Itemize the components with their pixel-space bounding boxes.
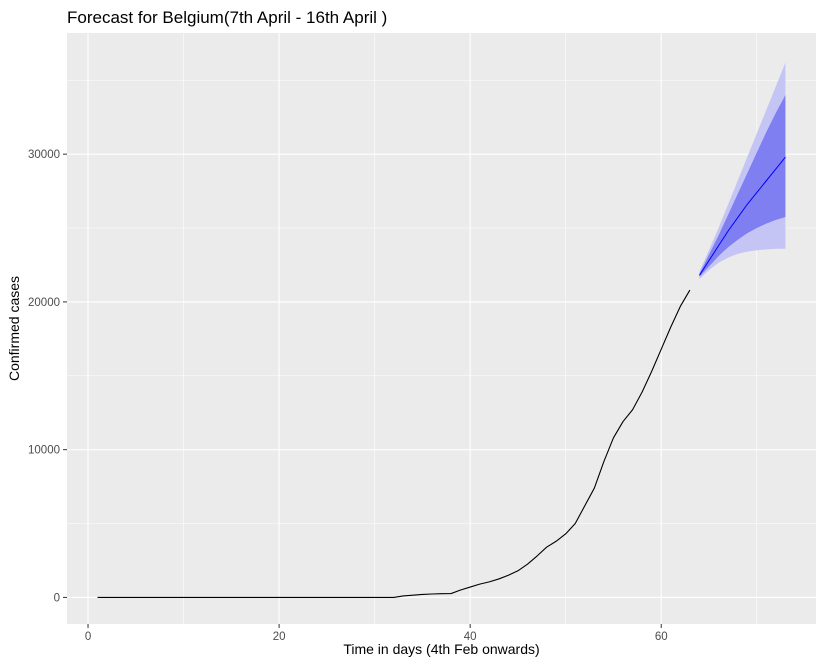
grid-minor (67, 33, 816, 624)
plot-panel (67, 33, 816, 624)
y-tick-label: 10000 (28, 445, 60, 457)
x-axis-title: Time in days (4th Feb onwards) (343, 641, 539, 657)
grid-major (67, 33, 816, 624)
forecast-mean-line (699, 156, 786, 276)
y-axis-title: Confirmed cases (6, 276, 22, 381)
series-lines (97, 156, 786, 598)
forecast-bands (699, 62, 786, 279)
y-tick-label: 0 (54, 592, 60, 604)
axis-ticks (63, 153, 662, 628)
forecast-80-interval (699, 95, 786, 277)
observed-cases-line (97, 289, 691, 598)
y-tick-label: 20000 (28, 297, 60, 309)
axis-tick-labels: 0 20 40 60 0 10000 20000 30000 (28, 149, 668, 643)
x-tick-label: 60 (655, 631, 668, 643)
forecast-95-interval (699, 62, 786, 279)
x-tick-label: 20 (273, 631, 286, 643)
x-tick-label: 0 (85, 631, 91, 643)
x-tick-label: 40 (464, 631, 477, 643)
chart-title: Forecast for Belgium(7th April - 16th Ap… (67, 8, 387, 27)
y-tick-label: 30000 (28, 149, 60, 161)
